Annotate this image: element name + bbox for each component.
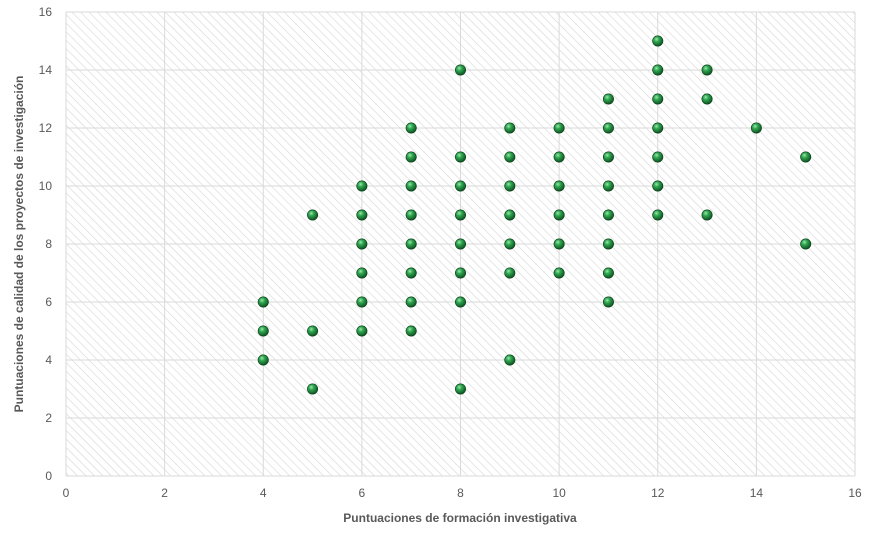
data-point	[553, 180, 565, 192]
data-point	[602, 180, 614, 192]
data-point	[750, 122, 762, 134]
data-point	[800, 151, 812, 163]
data-point	[553, 238, 565, 250]
data-point	[454, 267, 466, 279]
y-tick-label: 4	[45, 353, 52, 367]
x-tick-label: 6	[359, 486, 366, 500]
y-tick-label: 2	[45, 411, 52, 425]
data-point	[405, 238, 417, 250]
x-tick-label: 12	[651, 486, 665, 500]
data-point	[652, 93, 664, 105]
data-point	[602, 296, 614, 308]
data-point	[257, 296, 269, 308]
x-tick-labels: 0 2 4 6 8 10 12 14 16	[63, 486, 862, 500]
data-point	[652, 180, 664, 192]
data-point	[652, 64, 664, 76]
data-point	[454, 151, 466, 163]
x-tick-label: 0	[63, 486, 70, 500]
data-point	[800, 238, 812, 250]
data-point	[454, 296, 466, 308]
y-tick-labels: 0 2 4 6 8 10 12 14 16	[39, 5, 53, 483]
data-point	[454, 238, 466, 250]
data-point	[504, 180, 516, 192]
data-point	[553, 151, 565, 163]
data-point	[405, 325, 417, 337]
x-axis-title: Puntuaciones de formación investigativa	[343, 511, 577, 525]
data-point	[405, 151, 417, 163]
data-point	[652, 122, 664, 134]
data-point	[652, 209, 664, 221]
data-point	[504, 267, 516, 279]
data-point	[602, 122, 614, 134]
data-point	[405, 180, 417, 192]
y-tick-label: 6	[45, 295, 52, 309]
y-tick-label: 12	[39, 121, 53, 135]
x-tick-label: 4	[260, 486, 267, 500]
y-tick-label: 10	[39, 179, 53, 193]
data-points	[257, 35, 812, 395]
data-point	[405, 296, 417, 308]
data-point	[602, 151, 614, 163]
data-point	[356, 267, 368, 279]
data-point	[504, 151, 516, 163]
data-point	[405, 122, 417, 134]
data-point	[454, 180, 466, 192]
data-point	[356, 238, 368, 250]
data-point	[504, 209, 516, 221]
data-point	[405, 267, 417, 279]
data-point	[652, 35, 664, 47]
data-point	[602, 238, 614, 250]
data-point	[602, 209, 614, 221]
data-point	[701, 209, 713, 221]
data-point	[356, 180, 368, 192]
data-point	[454, 383, 466, 395]
data-point	[454, 209, 466, 221]
data-point	[553, 209, 565, 221]
data-point	[405, 209, 417, 221]
data-point	[356, 296, 368, 308]
data-point	[356, 325, 368, 337]
data-point	[307, 325, 319, 337]
data-point	[701, 64, 713, 76]
y-axis-title: Puntuaciones de calidad de los proyectos…	[12, 76, 26, 413]
data-point	[602, 267, 614, 279]
x-tick-label: 14	[750, 486, 764, 500]
y-tick-label: 8	[45, 237, 52, 251]
data-point	[652, 151, 664, 163]
data-point	[504, 122, 516, 134]
x-tick-label: 2	[161, 486, 168, 500]
x-tick-label: 8	[457, 486, 464, 500]
data-point	[602, 93, 614, 105]
data-point	[701, 93, 713, 105]
y-tick-label: 0	[45, 469, 52, 483]
data-point	[307, 383, 319, 395]
x-tick-label: 10	[552, 486, 566, 500]
x-tick-label: 16	[848, 486, 862, 500]
y-tick-label: 14	[39, 63, 53, 77]
data-point	[257, 325, 269, 337]
data-point	[356, 209, 368, 221]
data-point	[504, 354, 516, 366]
data-point	[257, 354, 269, 366]
y-tick-label: 16	[39, 5, 53, 19]
data-point	[307, 209, 319, 221]
data-point	[504, 238, 516, 250]
data-point	[553, 122, 565, 134]
data-point	[454, 64, 466, 76]
data-point	[553, 267, 565, 279]
